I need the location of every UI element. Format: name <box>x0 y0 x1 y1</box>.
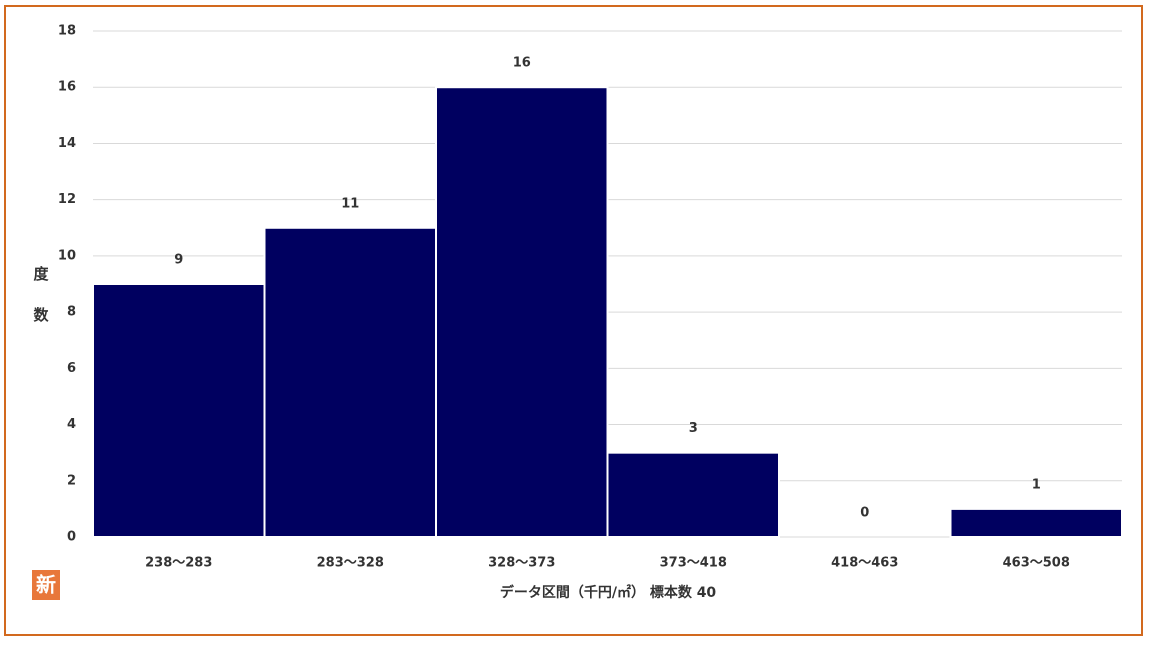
bar <box>949 507 1123 538</box>
badge <box>32 570 60 600</box>
y-tick-label: 16 <box>58 80 76 95</box>
data-label: 1 <box>1032 477 1041 492</box>
data-label: 11 <box>341 196 359 211</box>
y-tick-label: 8 <box>67 305 76 320</box>
y-tick-label: 14 <box>58 136 76 151</box>
x-tick-label: 238～283 <box>145 556 212 571</box>
x-tick-label: 463～508 <box>1003 556 1070 571</box>
x-tick-label: 328～373 <box>488 556 555 571</box>
y-tick-label: 18 <box>58 24 76 39</box>
y-tick-label: 6 <box>67 361 76 376</box>
badge-label: 新 <box>36 573 56 597</box>
bar <box>435 86 609 538</box>
y-tick-label: 0 <box>67 530 76 545</box>
x-tick-label: 418～463 <box>831 556 898 571</box>
data-label: 16 <box>513 56 531 71</box>
y-tick-label: 2 <box>67 473 76 488</box>
y-tick-label: 4 <box>67 417 76 432</box>
y-tick-label: 12 <box>58 192 76 207</box>
bar <box>606 451 780 538</box>
data-label: 3 <box>689 421 698 436</box>
x-tick-label: 283～328 <box>317 556 384 571</box>
data-label: 0 <box>860 506 869 521</box>
x-axis-label: データ区間（千円/㎡） 標本数 40 <box>500 584 717 601</box>
data-label: 9 <box>174 253 183 268</box>
y-axis-label: 度数 <box>32 265 50 348</box>
bar <box>263 226 437 538</box>
y-tick-label: 10 <box>58 248 76 263</box>
x-tick-label: 373～418 <box>660 556 727 571</box>
bar <box>92 283 266 538</box>
